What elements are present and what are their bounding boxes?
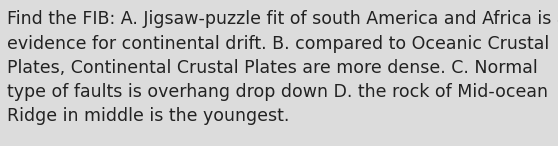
Text: Find the FIB: A. Jigsaw-puzzle fit of south America and Africa is an
evidence fo: Find the FIB: A. Jigsaw-puzzle fit of so… <box>7 10 558 125</box>
